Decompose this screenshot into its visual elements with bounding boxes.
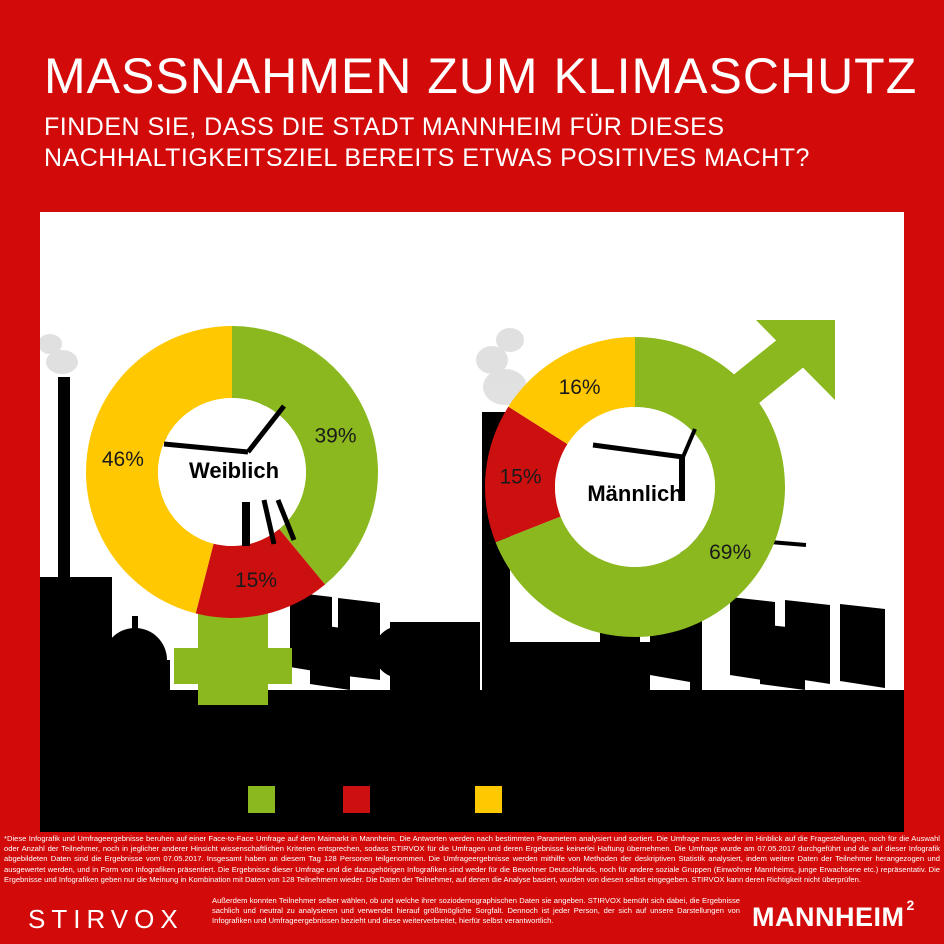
donut-value-label-nein: 15% [499,466,541,489]
disclaimer-footnote: *Diese Infografik und Umfrageergebnisse … [4,834,940,884]
legend-swatch-nein [343,786,370,813]
turbine-blade [769,540,807,547]
turbine-blade [592,442,684,460]
solar-panel [840,604,885,688]
donut-segment-nein [484,406,568,543]
female-symbol-cross [174,610,292,705]
donut-center-label: Weiblich [189,458,279,483]
donut-maennlich: 69% 15% 16% Männlich [484,337,786,637]
donut-value-label-ja: 39% [314,424,356,447]
donut-weiblich: 39% 15% 46% Weiblich [85,326,379,618]
donut-value-label-ja: 69% [709,541,751,564]
turbine-blade [246,404,286,454]
turbine-blade [261,499,277,545]
smoke-puff [496,328,524,352]
turbine-blade [681,428,697,458]
donut-center [158,398,306,546]
page-title: MASSNAHMEN ZUM KLIMASCHUTZ [44,48,918,104]
donut-value-label-weiss-nicht: 46% [102,448,144,471]
solar-panel [310,624,350,690]
reactor-base [100,660,170,700]
legend-swatch-ja [248,786,275,813]
turbine-tower [242,502,250,546]
smoke-puff [476,346,508,374]
female-cross-horizontal [174,648,292,684]
donut-segment-ja [232,326,379,585]
donut-segment-weiss-nicht [508,337,635,445]
reactor-dome [374,626,426,678]
solar-panel [760,624,805,690]
turbine-blade [275,499,297,541]
male-arrow-head [756,320,835,400]
chart-canvas: 39% 15% 46% Weiblich 69% 15% 16% Männlich JA N… [40,320,904,832]
smoke-decoration [40,328,527,405]
legend-label-weiss-nicht: WEIß NICHT [513,785,682,817]
stirvox-logo: STIRVOX [28,904,184,934]
disclaimer-footnote-continued: Außerdem konnten Teilnehmer selber wähle… [212,896,740,926]
legend-swatch-weiss-nicht [475,786,502,813]
legend-label-nein: NEIN [381,785,450,817]
donut-segment-ja [495,337,786,637]
subtitle-line-2: NACHHALTIGKEITSZIEL BEREITS ETWAS POSITI… [44,144,810,172]
legend: JA NEIN WEIß NICHT [248,785,682,817]
donut-value-label-weiss-nicht: 16% [559,376,601,399]
legend-label-ja: JA [286,785,321,817]
donut-value-label-nein: 15% [235,569,277,592]
donut-segment-weiss-nicht [85,326,232,614]
dome-mast [132,616,138,630]
page-subtitle: FINDEN SIE, DASS DIE STADT MANNHEIM FÜR … [44,112,924,174]
smoke-puff [46,350,78,374]
smoke-puff [40,334,62,354]
mannheim-logo: MANNHEIM 2 [752,897,915,933]
turbine-tower [679,457,685,501]
turbine-blade [163,441,249,455]
chart-panel: 39% 15% 46% Weiblich 69% 15% 16% Männlich JA N… [40,212,904,832]
donut-segment-nein [195,529,326,618]
subtitle-line-1: FINDEN SIE, DASS DIE STADT MANNHEIM FÜR … [44,113,725,141]
mannheim-logo-sup: 2 [906,897,915,913]
ground [40,690,904,832]
mannheim-logo-text: MANNHEIM [752,902,905,932]
donut-center-label: Männlich [587,481,682,506]
